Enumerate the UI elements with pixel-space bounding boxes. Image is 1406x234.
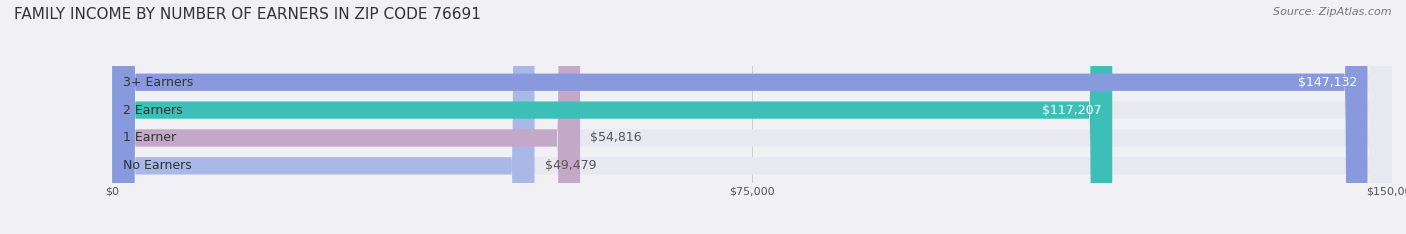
FancyBboxPatch shape — [112, 0, 1392, 234]
FancyBboxPatch shape — [112, 0, 1392, 234]
Text: 2 Earners: 2 Earners — [124, 104, 183, 117]
FancyBboxPatch shape — [112, 0, 581, 234]
FancyBboxPatch shape — [112, 0, 534, 234]
Text: $54,816: $54,816 — [591, 132, 643, 144]
Text: 3+ Earners: 3+ Earners — [124, 76, 194, 89]
Text: $117,207: $117,207 — [1042, 104, 1102, 117]
Text: $147,132: $147,132 — [1298, 76, 1357, 89]
FancyBboxPatch shape — [112, 0, 1392, 234]
Text: 1 Earner: 1 Earner — [124, 132, 176, 144]
Text: No Earners: No Earners — [124, 159, 191, 172]
Text: FAMILY INCOME BY NUMBER OF EARNERS IN ZIP CODE 76691: FAMILY INCOME BY NUMBER OF EARNERS IN ZI… — [14, 7, 481, 22]
FancyBboxPatch shape — [112, 0, 1368, 234]
Text: $49,479: $49,479 — [544, 159, 596, 172]
Text: Source: ZipAtlas.com: Source: ZipAtlas.com — [1274, 7, 1392, 17]
FancyBboxPatch shape — [112, 0, 1392, 234]
FancyBboxPatch shape — [112, 0, 1112, 234]
